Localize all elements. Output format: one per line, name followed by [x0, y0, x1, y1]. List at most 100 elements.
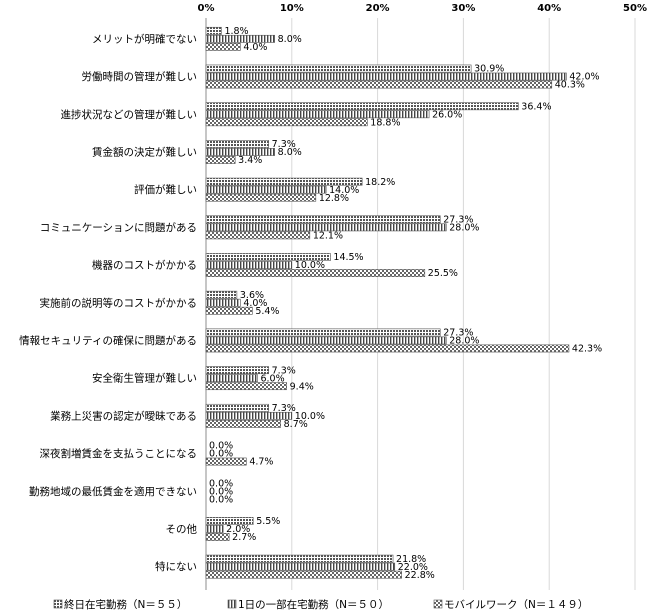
category-label: 賃金額の決定が難しい: [92, 145, 197, 158]
legend-swatch: [227, 599, 237, 609]
bar: [205, 253, 331, 261]
data-label: 4.7%: [249, 457, 273, 468]
bar: [205, 533, 230, 541]
bar: [205, 140, 269, 148]
bar: [205, 193, 317, 202]
bar: [205, 336, 447, 345]
category-label: 業務上災害の認定が曖昧である: [50, 409, 197, 422]
category-label: 実施前の説明等のコストがかかる: [40, 296, 198, 309]
bar: [205, 64, 472, 73]
category-label: 労働時間の管理が難しい: [82, 70, 198, 83]
data-label: 7.3%: [272, 139, 296, 150]
bar: [205, 344, 570, 353]
bar: [205, 261, 293, 269]
bar: [205, 517, 254, 525]
category-label: メリットが明確でない: [92, 32, 197, 45]
legend-label: モバイルワーク（N＝１４９）: [444, 599, 588, 611]
data-label: 0.0%: [209, 449, 233, 460]
bar: [205, 102, 519, 111]
data-label: 28.0%: [449, 336, 479, 347]
data-label: 0.0%: [209, 486, 233, 497]
x-tick-label: 30%: [451, 3, 475, 14]
legend-label: 終日在宅勤務（N＝５５）: [64, 598, 187, 611]
data-label: 0.0%: [209, 478, 233, 489]
bar: [205, 366, 269, 375]
x-axis: 0% 10% 20% 30% 40% 50%: [198, 3, 647, 14]
bar: [205, 110, 430, 119]
x-tick-label: 0%: [198, 3, 215, 14]
bar: [205, 411, 293, 420]
category-label: 機器のコストがかかる: [92, 259, 197, 272]
bar: [205, 457, 247, 466]
bar: [205, 215, 441, 224]
data-labels: 1.8% 30.9% 36.4% 7.3% 18.2% 27.3% 14.5% 3.6% 27.…: [209, 26, 602, 581]
data-label: 6.0%: [260, 373, 284, 384]
data-label: 18.8%: [370, 117, 400, 128]
data-label: 10.0%: [295, 411, 325, 422]
data-label: 1.8%: [224, 26, 248, 37]
bar: [205, 298, 241, 307]
data-label: 26.0%: [432, 109, 462, 120]
data-label: 3.6%: [240, 290, 264, 301]
category-label: コミュニケーションに問題がある: [40, 221, 197, 234]
data-label: 12.8%: [319, 193, 349, 204]
data-label: 27.3%: [443, 214, 473, 225]
bar: [205, 290, 238, 299]
data-label: 2.7%: [232, 532, 256, 543]
bar: [205, 72, 567, 81]
x-tick-label: 50%: [623, 3, 647, 14]
data-label: 21.8%: [396, 554, 426, 565]
bar: [205, 269, 426, 277]
category-label: 勤務地域の最低賃金を適用できない: [29, 485, 197, 498]
bar: [205, 419, 281, 428]
data-label: 30.9%: [474, 64, 504, 75]
data-label: 22.0%: [398, 562, 428, 573]
data-label: 42.3%: [572, 344, 602, 355]
bar: [205, 148, 275, 156]
bar: [205, 118, 368, 127]
data-label: 7.3%: [272, 365, 296, 376]
data-label: 18.2%: [365, 177, 395, 188]
legend: 終日在宅勤務（N＝５５） 1日の一部在宅勤務（N＝５０） モバイルワーク（N＝１４９…: [53, 598, 588, 611]
data-label: 9.4%: [290, 381, 314, 392]
data-label: 0.0%: [209, 441, 233, 452]
category-label: 特にない: [155, 561, 197, 573]
legend-swatch: [53, 599, 63, 609]
x-tick-label: 10%: [280, 3, 304, 14]
category-label: 情報セキュリティの確保に問題がある: [19, 334, 197, 347]
data-label: 10.0%: [295, 260, 325, 271]
data-label: 36.4%: [521, 101, 551, 112]
bar: [205, 570, 402, 579]
bar: [205, 306, 253, 315]
x-tick-label: 20%: [366, 3, 390, 14]
bar: [205, 156, 236, 164]
data-label: 0.0%: [209, 494, 233, 505]
category-labels: メリットが明確でない労働時間の管理が難しい進捗状況などの管理が難しい賃金額の決定…: [19, 32, 197, 573]
data-label: 5.5%: [256, 516, 280, 527]
bar: [205, 382, 287, 391]
bar: [205, 34, 275, 43]
bar: [205, 185, 327, 194]
x-tick-label: 40%: [537, 3, 561, 14]
bar: [205, 42, 241, 51]
bar: [205, 554, 394, 563]
data-label: 14.5%: [333, 252, 363, 263]
bar: [205, 403, 269, 412]
category-label: 深夜割増賃金を支払うことになる: [40, 447, 198, 460]
data-label: 22.8%: [405, 570, 435, 581]
data-label: 2.0%: [226, 524, 250, 535]
category-label: その他: [166, 522, 198, 535]
category-label: 安全衛生管理が難しい: [92, 372, 197, 385]
data-label: 25.5%: [428, 268, 458, 279]
bar: [205, 374, 258, 383]
data-label: 8.7%: [284, 419, 308, 430]
bar: [205, 525, 224, 533]
data-label: 27.3%: [443, 328, 473, 339]
data-label: 8.0%: [278, 147, 302, 158]
data-label: 12.1%: [313, 230, 343, 241]
data-label: 7.3%: [272, 403, 296, 414]
bar: [205, 231, 311, 240]
data-label: 28.0%: [449, 222, 479, 233]
category-label: 進捗状況などの管理が難しい: [61, 108, 198, 121]
